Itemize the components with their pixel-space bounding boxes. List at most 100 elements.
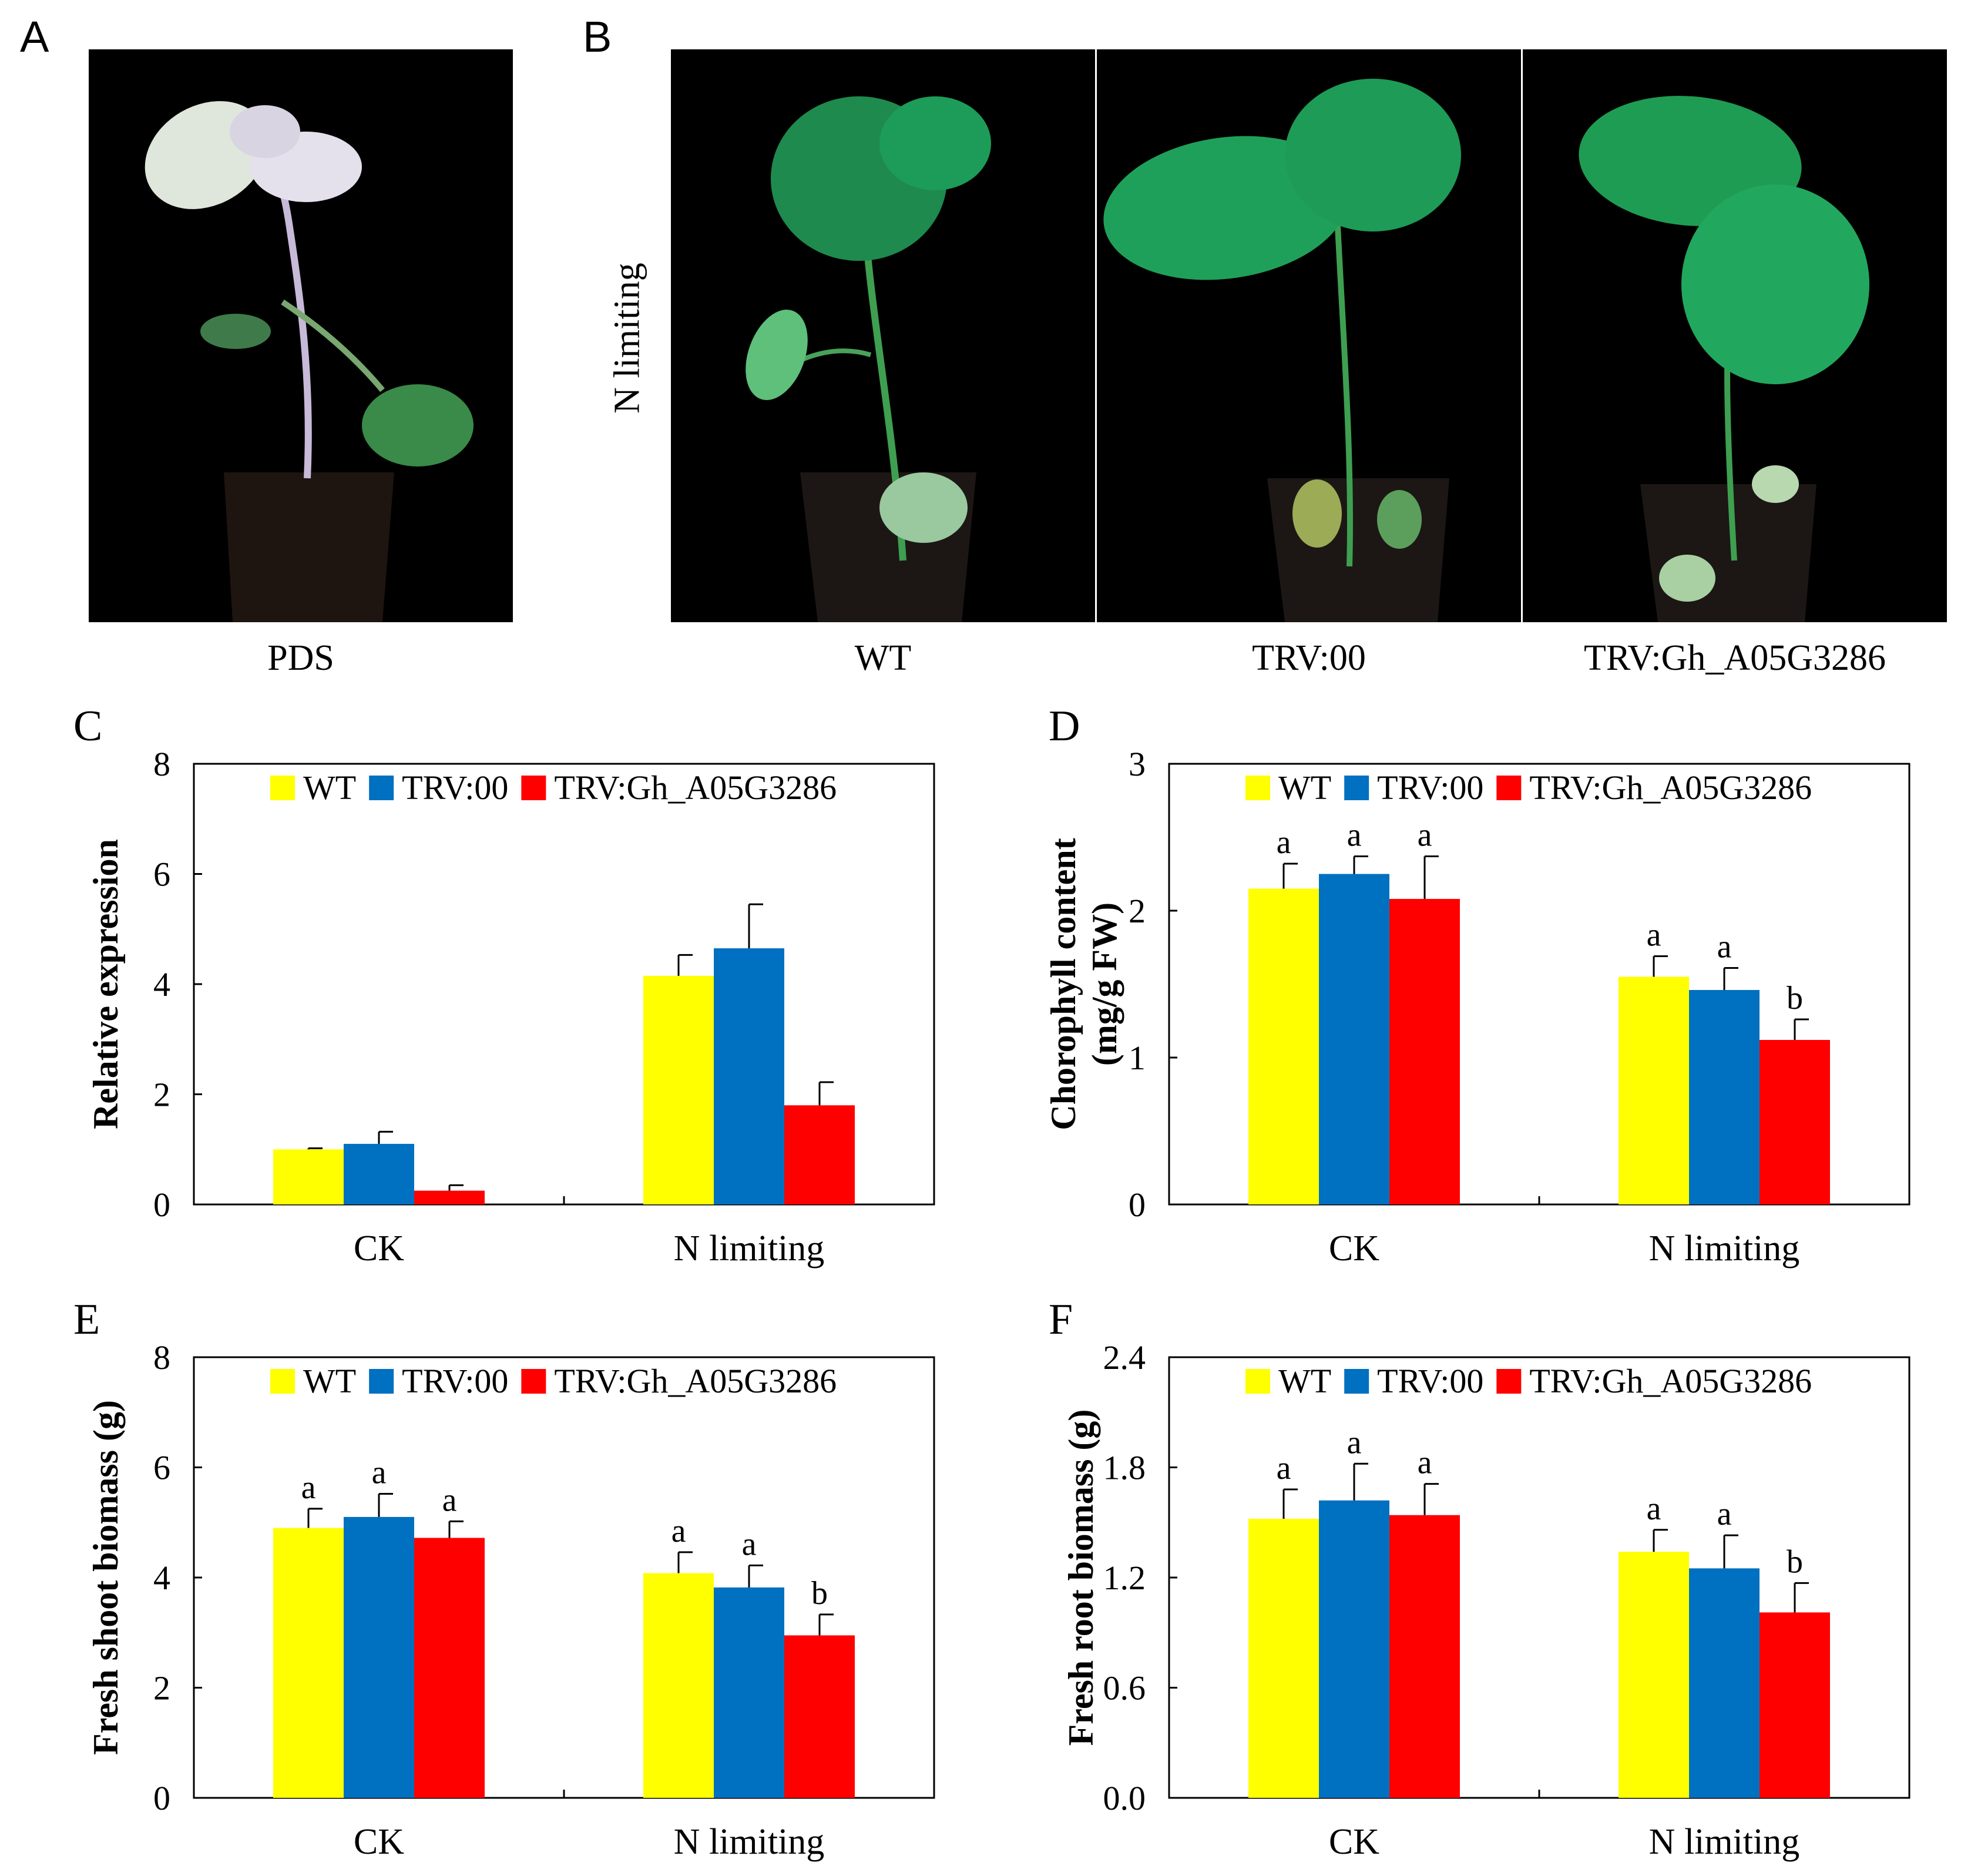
significance-letter: b bbox=[1787, 980, 1803, 1016]
significance-letter: a bbox=[1717, 929, 1732, 965]
x-category-label: CK bbox=[1329, 1229, 1379, 1268]
bar bbox=[1389, 899, 1460, 1204]
legend-swatch bbox=[270, 776, 295, 800]
bar bbox=[344, 1143, 414, 1204]
y-tick-label: 8 bbox=[153, 745, 170, 783]
y-tick-label: 2 bbox=[1129, 892, 1146, 930]
significance-letter: a bbox=[1347, 817, 1362, 854]
y-tick-label: 0 bbox=[1129, 1186, 1146, 1224]
bar bbox=[1319, 874, 1389, 1204]
bar bbox=[1760, 1612, 1830, 1798]
chart-d: D 0 1 2 3 Chorophyll content (mg/g FW) CK a a a N l… bbox=[975, 693, 1950, 1281]
legend-swatch bbox=[521, 776, 546, 800]
trv-gh-caption: TRV:Gh_A05G3286 bbox=[1584, 638, 1886, 678]
y-tick-label: 0.0 bbox=[1103, 1779, 1146, 1817]
bar bbox=[273, 1149, 344, 1204]
trv-gh-plant-photo bbox=[1523, 49, 1947, 622]
panel-letter: C bbox=[73, 702, 102, 750]
y-tick-label: 0 bbox=[153, 1779, 170, 1817]
x-category-label: CK bbox=[354, 1822, 404, 1862]
significance-letter: a bbox=[1647, 1491, 1661, 1527]
legend-swatch bbox=[1496, 1369, 1522, 1394]
bar bbox=[714, 948, 784, 1204]
x-category-label: CK bbox=[1329, 1822, 1379, 1862]
y-tick-label: 0.6 bbox=[1103, 1669, 1146, 1707]
x-category-label: N limiting bbox=[1649, 1822, 1800, 1862]
y-axis-label: Chorophyll content bbox=[1044, 838, 1083, 1130]
chart-f: F 0.0 0.6 1.2 1.8 2.4 Fresh root biomass (g) CK… bbox=[975, 1287, 1950, 1874]
trv00-plant-photo bbox=[1097, 49, 1521, 622]
bar bbox=[1248, 1519, 1319, 1798]
legend-swatch bbox=[521, 1369, 546, 1394]
significance-letter: b bbox=[1787, 1543, 1803, 1580]
significance-letter: a bbox=[1418, 1445, 1432, 1481]
legend-label: TRV:00 bbox=[1377, 1362, 1483, 1400]
significance-letter: a bbox=[1647, 917, 1661, 954]
significance-letter: a bbox=[442, 1482, 457, 1518]
significance-letter: a bbox=[372, 1455, 387, 1491]
panel-b-letter: B bbox=[583, 12, 612, 61]
panel-letter: D bbox=[1049, 702, 1080, 750]
y-tick-label: 6 bbox=[153, 855, 170, 894]
y-tick-label: 1.2 bbox=[1103, 1559, 1146, 1597]
legend-label: TRV:Gh_A05G3286 bbox=[1529, 1362, 1812, 1400]
y-tick-label: 4 bbox=[153, 1559, 170, 1597]
y-tick-label: 3 bbox=[1129, 745, 1146, 783]
x-category-label: N limiting bbox=[1649, 1229, 1800, 1268]
y-axis-label: Relative expression bbox=[86, 839, 125, 1129]
bar bbox=[273, 1528, 344, 1798]
x-category-label: CK bbox=[354, 1229, 404, 1268]
legend-label: WT bbox=[303, 768, 356, 807]
legend-swatch bbox=[369, 776, 394, 800]
y-tick-label: 2 bbox=[153, 1076, 170, 1114]
legend-label: WT bbox=[303, 1362, 356, 1400]
bar bbox=[784, 1105, 855, 1204]
y-tick-label: 2.4 bbox=[1103, 1338, 1146, 1377]
bar bbox=[643, 975, 714, 1204]
legend-swatch bbox=[1496, 776, 1522, 800]
bar bbox=[1619, 976, 1689, 1204]
bar bbox=[1689, 1568, 1760, 1798]
legend-swatch bbox=[369, 1369, 394, 1394]
y-tick-label: 4 bbox=[153, 965, 170, 1004]
legend-label: TRV:Gh_A05G3286 bbox=[554, 1362, 837, 1400]
wt-caption: WT bbox=[854, 638, 912, 678]
legend-swatch bbox=[1245, 776, 1270, 800]
y-tick-label: 0 bbox=[153, 1186, 170, 1224]
significance-letter: a bbox=[1717, 1496, 1732, 1532]
y-tick-label: 2 bbox=[153, 1669, 170, 1707]
y-axis-label: Fresh shoot biomass (g) bbox=[86, 1400, 125, 1755]
bar bbox=[414, 1538, 485, 1798]
pds-plant-photo bbox=[89, 49, 513, 622]
panel-a-letter: A bbox=[20, 12, 49, 61]
x-category-label: N limiting bbox=[674, 1229, 825, 1268]
bar bbox=[344, 1516, 414, 1798]
legend-swatch bbox=[1245, 1369, 1270, 1394]
bar bbox=[1389, 1515, 1460, 1798]
y-tick-label: 1.8 bbox=[1103, 1449, 1146, 1487]
legend-label: TRV:Gh_A05G3286 bbox=[554, 768, 837, 807]
y-tick-label: 8 bbox=[153, 1338, 170, 1377]
panel-b-side-label: N limiting bbox=[607, 263, 647, 414]
legend-swatch bbox=[1344, 776, 1369, 800]
bar bbox=[1689, 990, 1760, 1204]
bar bbox=[784, 1635, 855, 1798]
bar bbox=[643, 1573, 714, 1798]
significance-letter: a bbox=[1277, 824, 1291, 861]
wt-plant-photo bbox=[671, 49, 1095, 622]
legend-swatch bbox=[1344, 1369, 1369, 1394]
significance-letter: a bbox=[301, 1469, 316, 1506]
bar bbox=[1319, 1500, 1389, 1798]
significance-letter: b bbox=[811, 1575, 828, 1612]
chart-e: E 0 2 4 6 8 Fresh shoot biomass (g) CK a a a N limi… bbox=[0, 1287, 975, 1874]
legend-label: TRV:00 bbox=[402, 1362, 508, 1400]
legend-swatch bbox=[270, 1369, 295, 1394]
legend-label: WT bbox=[1278, 768, 1331, 807]
panel-letter: F bbox=[1049, 1296, 1073, 1344]
significance-letter: a bbox=[671, 1513, 686, 1549]
significance-letter: a bbox=[742, 1526, 757, 1562]
bar bbox=[1619, 1552, 1689, 1798]
x-category-label: N limiting bbox=[674, 1822, 825, 1862]
bar bbox=[1760, 1040, 1830, 1204]
bar bbox=[1248, 888, 1319, 1204]
